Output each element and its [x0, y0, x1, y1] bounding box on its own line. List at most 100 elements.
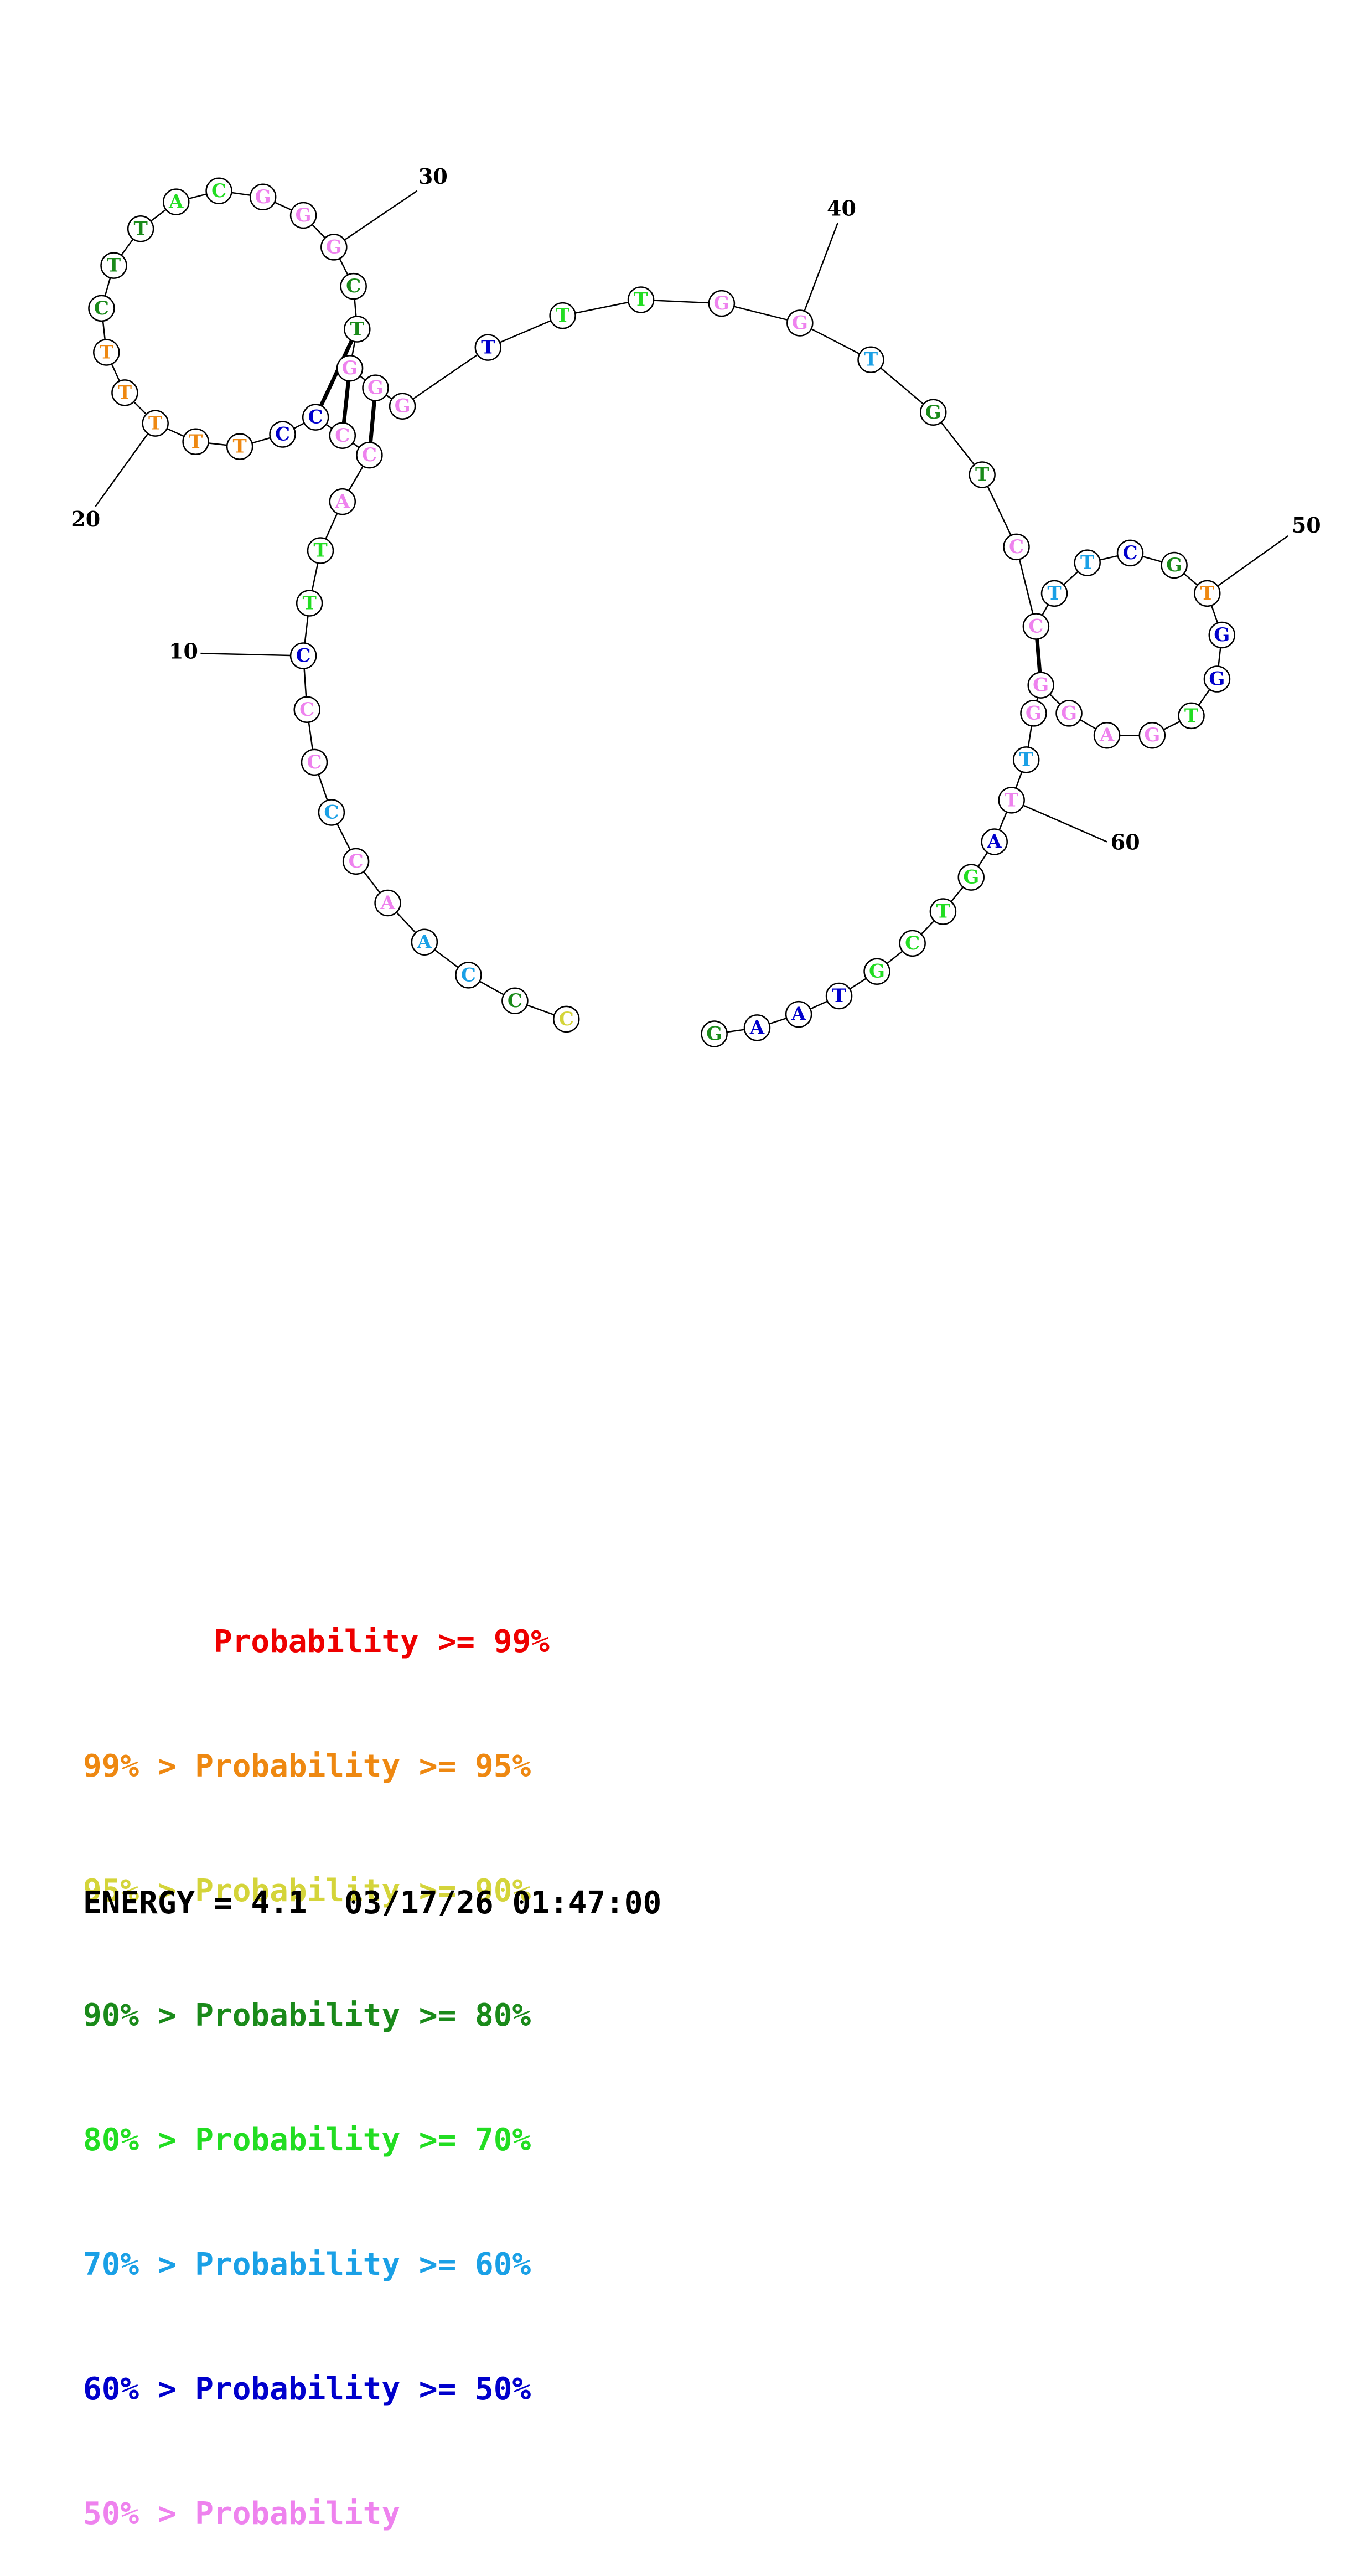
nucleotide-circle: [743, 1014, 771, 1041]
nucleotide-node: T: [296, 590, 323, 617]
nucleotide-letter: G: [367, 377, 384, 399]
nucleotide-node: T: [825, 982, 853, 1010]
nucleotide-node: G: [1203, 665, 1231, 693]
nucleotide-circle: [307, 537, 334, 564]
nucleotide-letter: A: [335, 491, 350, 513]
position-label: 10: [169, 639, 198, 664]
nucleotide-circle: [1022, 613, 1050, 640]
nucleotide-circle: [344, 316, 371, 343]
legend-line: 80% > Probability >= 70%: [83, 2122, 531, 2158]
nucleotide-node: G: [786, 309, 814, 337]
nucleotide-circle: [998, 787, 1025, 814]
nucleotide-circle: [1178, 702, 1205, 730]
nucleotide-letter: T: [189, 431, 203, 453]
nucleotide-letter: T: [936, 900, 950, 922]
nucleotide-letter: T: [133, 218, 147, 240]
position-tick-line: [1011, 799, 1107, 843]
backbone-segment: [870, 359, 934, 413]
nucleotide-node: T: [1194, 580, 1221, 607]
nucleotide-node: G: [1208, 621, 1236, 649]
nucleotide-letter: T: [1005, 789, 1018, 811]
nucleotide-circle: [342, 848, 370, 875]
nucleotide-circle: [969, 461, 996, 488]
nucleotide-letter: G: [296, 204, 312, 226]
nucleotide-letter: C: [299, 699, 314, 721]
nucleotide-circle: [957, 864, 985, 891]
nucleotide-letter: T: [233, 436, 247, 458]
nucleotide-circle: [88, 295, 115, 322]
nucleotide-letter: G: [963, 866, 979, 889]
nucleotide-circle: [1055, 700, 1083, 727]
nucleotide-circle: [1020, 700, 1047, 727]
nucleotide-letter: C: [362, 444, 377, 466]
nucleotide-letter: T: [832, 985, 846, 1007]
nucleotide-node: C: [552, 1005, 580, 1033]
nucleotide-letter: T: [100, 341, 113, 363]
nucleotide-letter: G: [1026, 702, 1042, 724]
backbone-segment: [488, 315, 563, 348]
nucleotide-letter: T: [107, 255, 121, 277]
probability-legend: Probability >= 99% 99% > Probability >= …: [83, 1538, 550, 2576]
nucleotide-circle: [1093, 721, 1121, 749]
nucleotide-letter: G: [869, 961, 885, 983]
nucleotide-node: C: [899, 930, 926, 957]
position-tick-line: [95, 422, 156, 507]
nucleotide-node: T: [1040, 580, 1068, 607]
nucleotide-node: C: [1116, 539, 1144, 567]
nucleotide-circle: [474, 334, 502, 361]
nucleotide-circle: [1040, 580, 1068, 607]
nucleotide-letter: C: [275, 424, 290, 446]
nucleotide-letter: T: [118, 381, 132, 404]
nucleotide-circle: [296, 590, 323, 617]
nucleotide-node: A: [981, 828, 1008, 855]
nucleotide-circle: [785, 1000, 812, 1028]
nucleotide-letter: C: [308, 406, 323, 429]
nucleotide-node: C: [455, 962, 482, 989]
nucleotide-node: T: [100, 252, 127, 279]
nucleotide-letter: G: [713, 292, 729, 314]
nucleotide-circle: [318, 799, 345, 826]
backbone-segment: [1016, 546, 1037, 627]
legend-line: 90% > Probability >= 80%: [83, 1997, 531, 2033]
position-ticks: [95, 190, 1288, 843]
nucleotide-circle: [1003, 533, 1030, 561]
nucleotide-node: G: [289, 202, 317, 229]
position-tick-line: [799, 222, 839, 323]
legend-line: 70% > Probability >= 60%: [83, 2247, 531, 2283]
nucleotide-circle: [411, 928, 438, 956]
nucleotide-node: C: [329, 422, 356, 450]
nucleotide-node: T: [226, 433, 253, 460]
nucleotide-circle: [1194, 580, 1221, 607]
nucleotide-node: T: [929, 898, 957, 925]
nucleotide-letter: A: [987, 830, 1002, 853]
backbone-segment: [402, 347, 489, 407]
nucleotide-circle: [374, 889, 401, 917]
nucleotide-letter: T: [634, 288, 648, 311]
nucleotide-node: T: [627, 286, 655, 313]
nucleotide-circle: [356, 441, 383, 469]
nucleotide-letter: G: [792, 312, 808, 334]
nucleotide-letter: G: [1033, 674, 1049, 696]
base-pair-bond: [314, 328, 359, 419]
nucleotide-letter: G: [706, 1023, 722, 1045]
nucleotide-circle: [100, 252, 127, 279]
nucleotide-letter: C: [307, 751, 322, 773]
nucleotide-node: C: [269, 421, 296, 448]
nucleotide-letter: C: [559, 1008, 574, 1030]
nucleotide-letter: C: [296, 645, 311, 667]
nucleotide-letter: A: [1099, 724, 1115, 746]
nucleotide-letter: C: [461, 964, 476, 986]
nucleotide-node: C: [342, 848, 370, 875]
nucleotide-circle: [329, 488, 356, 515]
nucleotide-node: G: [919, 399, 947, 426]
nucleotide-letter: T: [975, 463, 989, 486]
base-pairs: [314, 328, 1043, 685]
nucleotide-letter: A: [380, 892, 395, 914]
nucleotide-letter: T: [1019, 748, 1033, 771]
nucleotide-letter: A: [168, 191, 184, 213]
nucleotide-node: G: [1161, 551, 1188, 579]
backbone: [101, 190, 1223, 1035]
nucleotide-node: G: [389, 393, 416, 420]
nucleotide-circle: [302, 404, 329, 431]
